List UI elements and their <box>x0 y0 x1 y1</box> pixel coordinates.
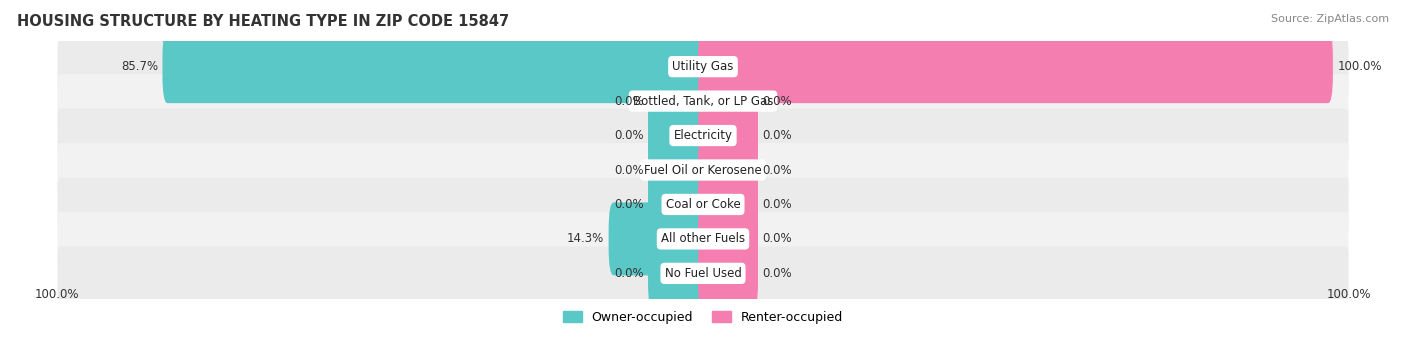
FancyBboxPatch shape <box>648 168 709 241</box>
Text: 0.0%: 0.0% <box>614 95 644 107</box>
FancyBboxPatch shape <box>697 65 758 138</box>
Text: Utility Gas: Utility Gas <box>672 60 734 73</box>
Text: 0.0%: 0.0% <box>762 198 792 211</box>
FancyBboxPatch shape <box>648 237 709 310</box>
Text: 100.0%: 100.0% <box>1337 60 1382 73</box>
Text: Source: ZipAtlas.com: Source: ZipAtlas.com <box>1271 14 1389 23</box>
Text: 0.0%: 0.0% <box>762 267 792 280</box>
Text: 0.0%: 0.0% <box>762 95 792 107</box>
FancyBboxPatch shape <box>58 109 1348 163</box>
Text: All other Fuels: All other Fuels <box>661 233 745 245</box>
Text: Bottled, Tank, or LP Gas: Bottled, Tank, or LP Gas <box>633 95 773 107</box>
Text: 0.0%: 0.0% <box>762 164 792 176</box>
Text: Electricity: Electricity <box>673 129 733 142</box>
Text: 100.0%: 100.0% <box>34 288 79 301</box>
Text: No Fuel Used: No Fuel Used <box>665 267 741 280</box>
FancyBboxPatch shape <box>697 237 758 310</box>
Text: Coal or Coke: Coal or Coke <box>665 198 741 211</box>
Text: 0.0%: 0.0% <box>614 267 644 280</box>
FancyBboxPatch shape <box>697 30 1333 103</box>
Text: 0.0%: 0.0% <box>614 129 644 142</box>
FancyBboxPatch shape <box>58 74 1348 128</box>
Text: 0.0%: 0.0% <box>614 198 644 211</box>
FancyBboxPatch shape <box>58 177 1348 231</box>
FancyBboxPatch shape <box>609 202 709 275</box>
Legend: Owner-occupied, Renter-occupied: Owner-occupied, Renter-occupied <box>562 311 844 324</box>
FancyBboxPatch shape <box>58 40 1348 94</box>
Text: 0.0%: 0.0% <box>762 233 792 245</box>
Text: 0.0%: 0.0% <box>614 164 644 176</box>
Text: 100.0%: 100.0% <box>1327 288 1372 301</box>
Text: 0.0%: 0.0% <box>762 129 792 142</box>
FancyBboxPatch shape <box>648 134 709 206</box>
Text: 14.3%: 14.3% <box>567 233 605 245</box>
FancyBboxPatch shape <box>58 143 1348 197</box>
Text: Fuel Oil or Kerosene: Fuel Oil or Kerosene <box>644 164 762 176</box>
Text: HOUSING STRUCTURE BY HEATING TYPE IN ZIP CODE 15847: HOUSING STRUCTURE BY HEATING TYPE IN ZIP… <box>17 14 509 29</box>
FancyBboxPatch shape <box>648 65 709 138</box>
FancyBboxPatch shape <box>697 134 758 206</box>
FancyBboxPatch shape <box>58 246 1348 300</box>
FancyBboxPatch shape <box>58 212 1348 266</box>
Text: 85.7%: 85.7% <box>121 60 157 73</box>
FancyBboxPatch shape <box>648 99 709 172</box>
FancyBboxPatch shape <box>697 168 758 241</box>
FancyBboxPatch shape <box>697 202 758 275</box>
FancyBboxPatch shape <box>163 30 709 103</box>
FancyBboxPatch shape <box>697 99 758 172</box>
